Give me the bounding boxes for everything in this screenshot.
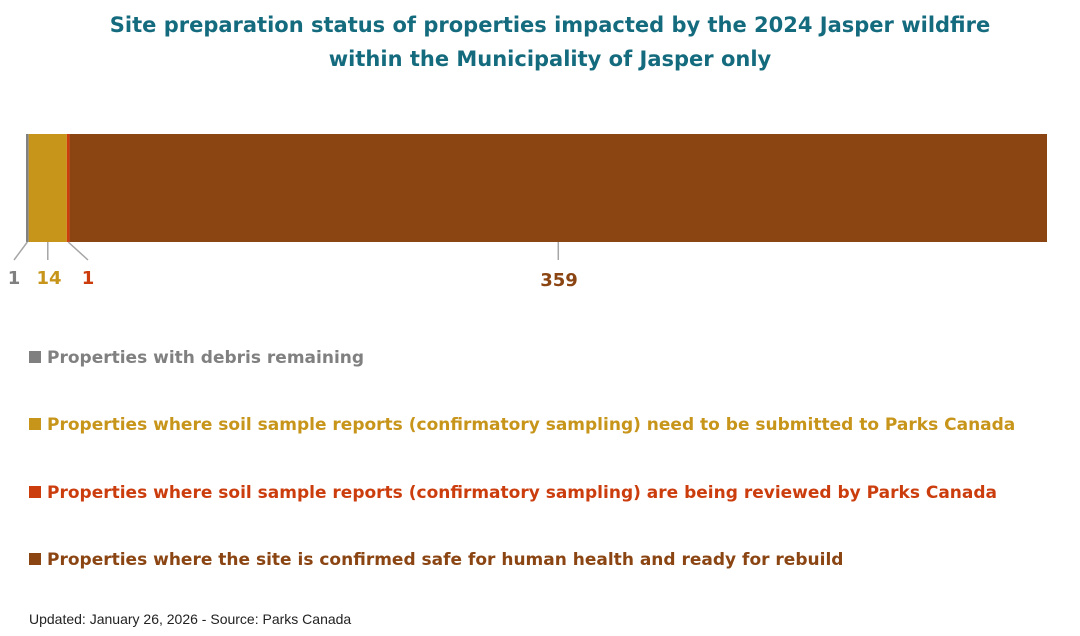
legend-label-2: Properties where soil sample reports (co…: [47, 415, 1016, 435]
chart-title-line-1: Site preparation status of properties im…: [109, 13, 991, 37]
legend-item-4: Properties where the site is confirmed s…: [29, 549, 843, 571]
chart-title: Site preparation status of properties im…: [0, 8, 1080, 76]
data-label-1: 1: [8, 268, 21, 289]
footer-separator: -: [201, 611, 207, 627]
legend-label-1: Properties with debris remaining: [47, 348, 365, 368]
bar-segment-4: [69, 134, 1047, 242]
bar-segment-2: [28, 134, 67, 242]
legend-swatch-2: [29, 418, 41, 430]
legend-label-4: Properties where the site is confirmed s…: [47, 550, 844, 570]
legend-item-1: Properties with debris remaining: [29, 347, 364, 369]
leader-line-3: [67, 241, 89, 261]
chart-title-line-2: within the Municipality of Jasper only: [328, 47, 772, 71]
legend-swatch-3: [29, 486, 41, 498]
updated-date: Updated: January 26, 2026: [29, 611, 198, 627]
legend-swatch-1: [29, 351, 41, 363]
leader-line-1: [13, 241, 28, 261]
data-label-3: 1: [82, 268, 95, 289]
chart-footer: Updated: January 26, 2026 - Source: Park…: [29, 611, 351, 627]
source-credit: Source: Parks Canada: [210, 611, 352, 627]
stacked-bar-chart: 1 14 1 359: [8, 134, 1047, 291]
data-label-2: 14: [36, 268, 61, 289]
legend-label-3: Properties where soil sample reports (co…: [47, 483, 998, 503]
data-label-4: 359: [540, 270, 578, 291]
bar-segment-3: [66, 134, 70, 242]
legend-item-3: Properties where soil sample reports (co…: [29, 482, 997, 504]
legend-item-2: Properties where soil sample reports (co…: [29, 414, 1015, 436]
bar-segment-1: [26, 134, 29, 242]
legend-swatch-4: [29, 553, 41, 565]
